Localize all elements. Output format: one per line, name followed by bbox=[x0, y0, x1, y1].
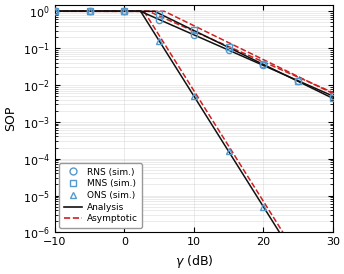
Y-axis label: SOP: SOP bbox=[4, 106, 17, 131]
Legend: RNS (sim.), MNS (sim.), ONS (sim.), Analysis, Asymptotic: RNS (sim.), MNS (sim.), ONS (sim.), Anal… bbox=[60, 163, 142, 228]
X-axis label: $\gamma$ (dB): $\gamma$ (dB) bbox=[175, 253, 213, 270]
